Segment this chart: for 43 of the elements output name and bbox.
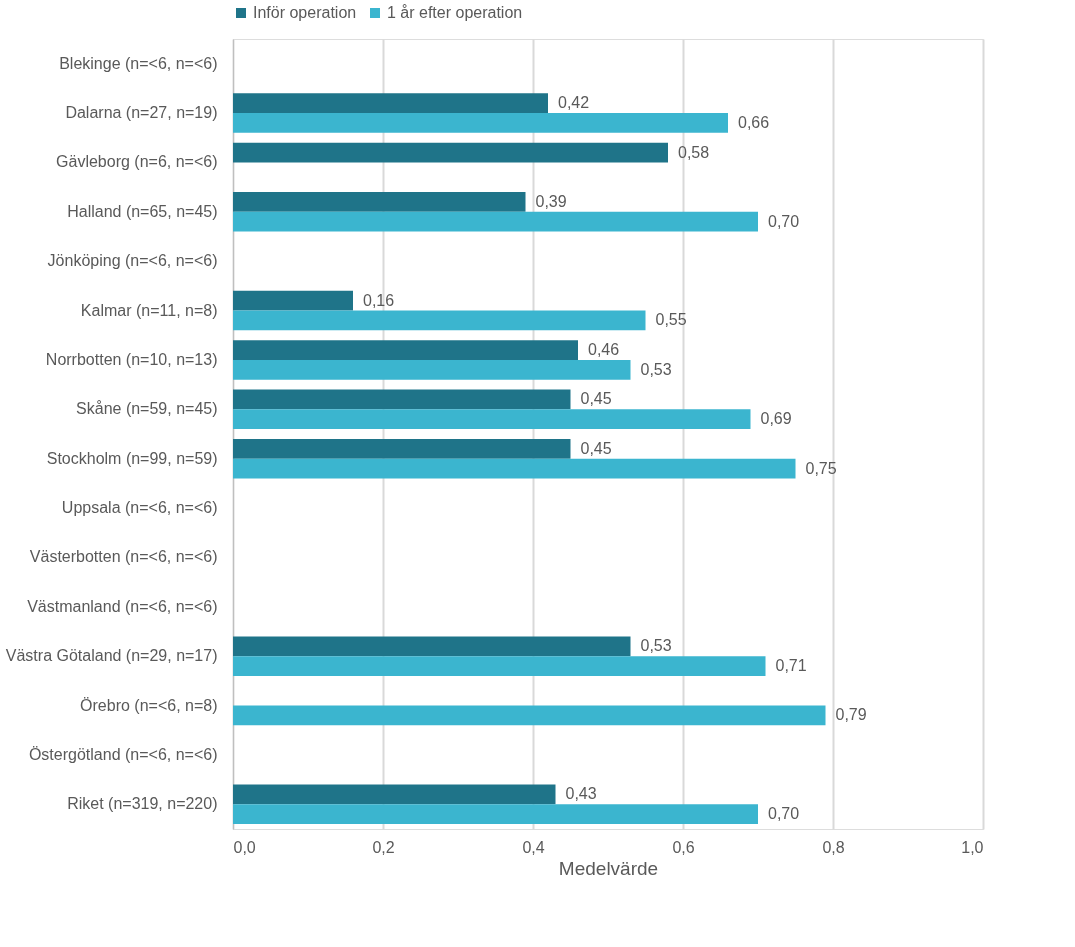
y-tick-label: Jönköping (n=<6, n=<6) xyxy=(47,252,218,270)
x-tick-label: 0,4 xyxy=(522,838,545,856)
data-label: 0,75 xyxy=(805,459,837,477)
y-tick-label: Västra Götaland (n=29, n=17) xyxy=(5,647,218,665)
data-label: 0,79 xyxy=(835,706,867,724)
x-tick-label: 0,2 xyxy=(372,838,395,856)
legend-label: Inför operation xyxy=(253,4,357,21)
y-tick-label: Skåne (n=59, n=45) xyxy=(76,400,218,418)
data-label: 0,69 xyxy=(760,410,792,428)
y-tick-label: Stockholm (n=99, n=59) xyxy=(46,449,218,467)
data-label: 0,16 xyxy=(363,291,395,309)
y-tick-label: Kalmar (n=11, n=8) xyxy=(80,301,218,319)
data-label: 0,70 xyxy=(768,805,800,823)
data-label: 0,39 xyxy=(535,192,567,210)
data-label: 0,43 xyxy=(565,785,597,803)
data-label: 0,42 xyxy=(558,94,590,112)
data-label: 0,58 xyxy=(678,143,710,161)
y-tick-label: Dalarna (n=27, n=19) xyxy=(65,104,218,122)
y-tick-label: Östergötland (n=<6, n=<6) xyxy=(28,745,218,763)
x-tick-label: 0,8 xyxy=(822,838,845,856)
y-tick-label: Norrbotten (n=10, n=13) xyxy=(45,350,218,368)
data-label: 0,46 xyxy=(588,341,620,359)
data-label: 0,45 xyxy=(580,439,612,457)
data-label: 0,53 xyxy=(640,637,672,655)
x-tick-label: 0,0 xyxy=(233,838,256,856)
y-tick-label: Blekinge (n=<6, n=<6) xyxy=(59,54,218,72)
y-tick-label: Västerbotten (n=<6, n=<6) xyxy=(29,548,218,566)
data-label: 0,55 xyxy=(655,311,687,329)
data-label: 0,70 xyxy=(768,212,800,230)
y-tick-label: Västmanland (n=<6, n=<6) xyxy=(27,597,218,615)
x-tick-label: 0,6 xyxy=(672,838,695,856)
legend-label: 1 år efter operation xyxy=(387,4,523,21)
y-tick-label: Gävleborg (n=6, n=<6) xyxy=(56,153,218,171)
x-axis-title: Medelvärde xyxy=(558,857,659,879)
y-tick-label: Örebro (n=<6, n=8) xyxy=(80,696,218,714)
data-label: 0,71 xyxy=(775,657,807,675)
y-tick-label: Riket (n=319, n=220) xyxy=(67,795,218,813)
data-label: 0,53 xyxy=(640,360,672,378)
y-tick-label: Halland (n=65, n=45) xyxy=(67,202,218,220)
data-label: 0,45 xyxy=(580,390,612,408)
y-tick-label: Uppsala (n=<6, n=<6) xyxy=(61,499,218,517)
data-label: 0,66 xyxy=(738,113,770,131)
x-tick-label: 1,0 xyxy=(961,838,984,856)
